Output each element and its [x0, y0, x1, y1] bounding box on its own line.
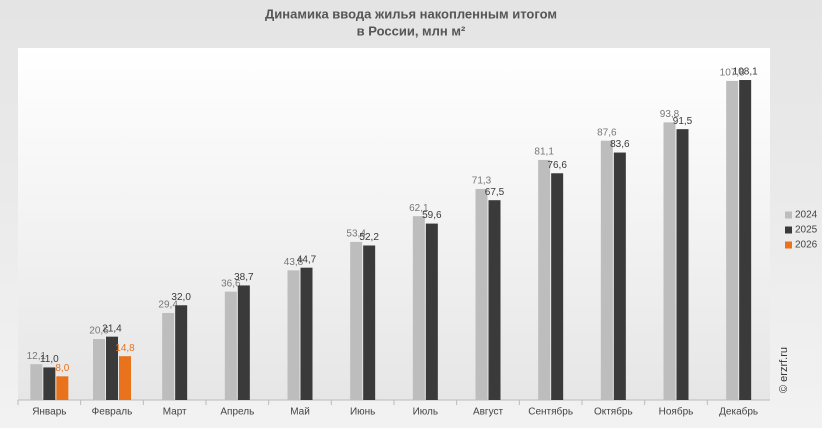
x-tick-label: Ноябрь: [659, 406, 694, 418]
plot-area: [18, 48, 770, 400]
chart-title: Динамика ввода жилья накопленным итогом: [265, 6, 557, 21]
data-label: 29,4: [158, 300, 178, 311]
data-label: 62,1: [409, 203, 429, 214]
bar: [488, 200, 501, 400]
bar: [287, 270, 300, 400]
bar: [300, 267, 313, 400]
bar: [237, 285, 250, 400]
x-tick-label: Март: [163, 407, 187, 418]
data-label: 108,1: [733, 67, 758, 78]
x-tick-label: Апрель: [220, 407, 254, 418]
data-label: 20,6: [89, 326, 109, 337]
bar: [175, 305, 188, 400]
bar: [538, 159, 551, 400]
data-label: 59,6: [422, 210, 442, 221]
data-label: 11,0: [40, 354, 59, 365]
data-label: 32,0: [171, 292, 191, 303]
x-tick-label: Сентябрь: [528, 406, 573, 418]
x-tick-label: Май: [290, 407, 310, 418]
legend-label: 2025: [795, 225, 818, 236]
data-label: 76,6: [547, 160, 567, 171]
bar: [600, 140, 613, 401]
legend-swatch: [785, 241, 792, 249]
data-label: 107,8: [720, 68, 745, 79]
x-tick-label: Январь: [32, 407, 66, 418]
bar: [676, 129, 689, 400]
legend-swatch: [785, 226, 792, 234]
data-label: 53,4: [346, 229, 366, 240]
bar: [551, 173, 564, 400]
x-tick-label: Июнь: [350, 407, 375, 418]
legend-swatch: [785, 211, 792, 219]
data-label: 91,5: [673, 116, 693, 127]
legend-label: 2024: [795, 210, 818, 221]
bar: [43, 367, 56, 400]
bar: [106, 336, 118, 400]
data-label: 44,7: [297, 254, 317, 265]
data-label: 52,2: [359, 232, 379, 243]
data-label: 93,8: [660, 109, 680, 120]
data-label: 81,1: [534, 147, 554, 158]
bar: [739, 80, 752, 401]
bar: [224, 291, 237, 400]
chart-title: в России, млн м²: [357, 23, 466, 38]
bar: [412, 216, 425, 400]
legend-label: 2026: [795, 240, 818, 251]
bar: [475, 188, 488, 400]
x-tick-label: Август: [473, 407, 504, 418]
data-label: 21,4: [102, 323, 122, 334]
bar: [56, 376, 69, 400]
data-label: 38,7: [234, 272, 254, 283]
data-label: 67,5: [485, 187, 505, 198]
data-label: 87,6: [597, 127, 617, 138]
bar: [350, 241, 363, 400]
data-label: 71,3: [472, 176, 492, 187]
bar: [726, 80, 739, 401]
bar: [425, 223, 438, 400]
bar: [162, 312, 175, 400]
bar: [30, 364, 43, 400]
x-tick-label: Декабрь: [719, 406, 758, 418]
data-label: 83,6: [610, 139, 630, 150]
data-label: 36,6: [221, 278, 241, 289]
data-label: 8,0: [55, 363, 69, 374]
data-label: 43,8: [284, 257, 304, 268]
x-tick-label: Февраль: [92, 407, 133, 418]
bar: [119, 356, 131, 400]
x-tick-label: Октябрь: [594, 406, 633, 418]
data-label: 12,1: [27, 351, 47, 362]
bar: [613, 152, 626, 400]
x-tick-label: Июль: [413, 407, 439, 418]
bar: [93, 339, 105, 400]
bar: [663, 122, 676, 401]
data-label: 14,8: [115, 343, 135, 354]
bar: [363, 245, 376, 400]
watermark: © erzrf.ru: [778, 347, 790, 393]
